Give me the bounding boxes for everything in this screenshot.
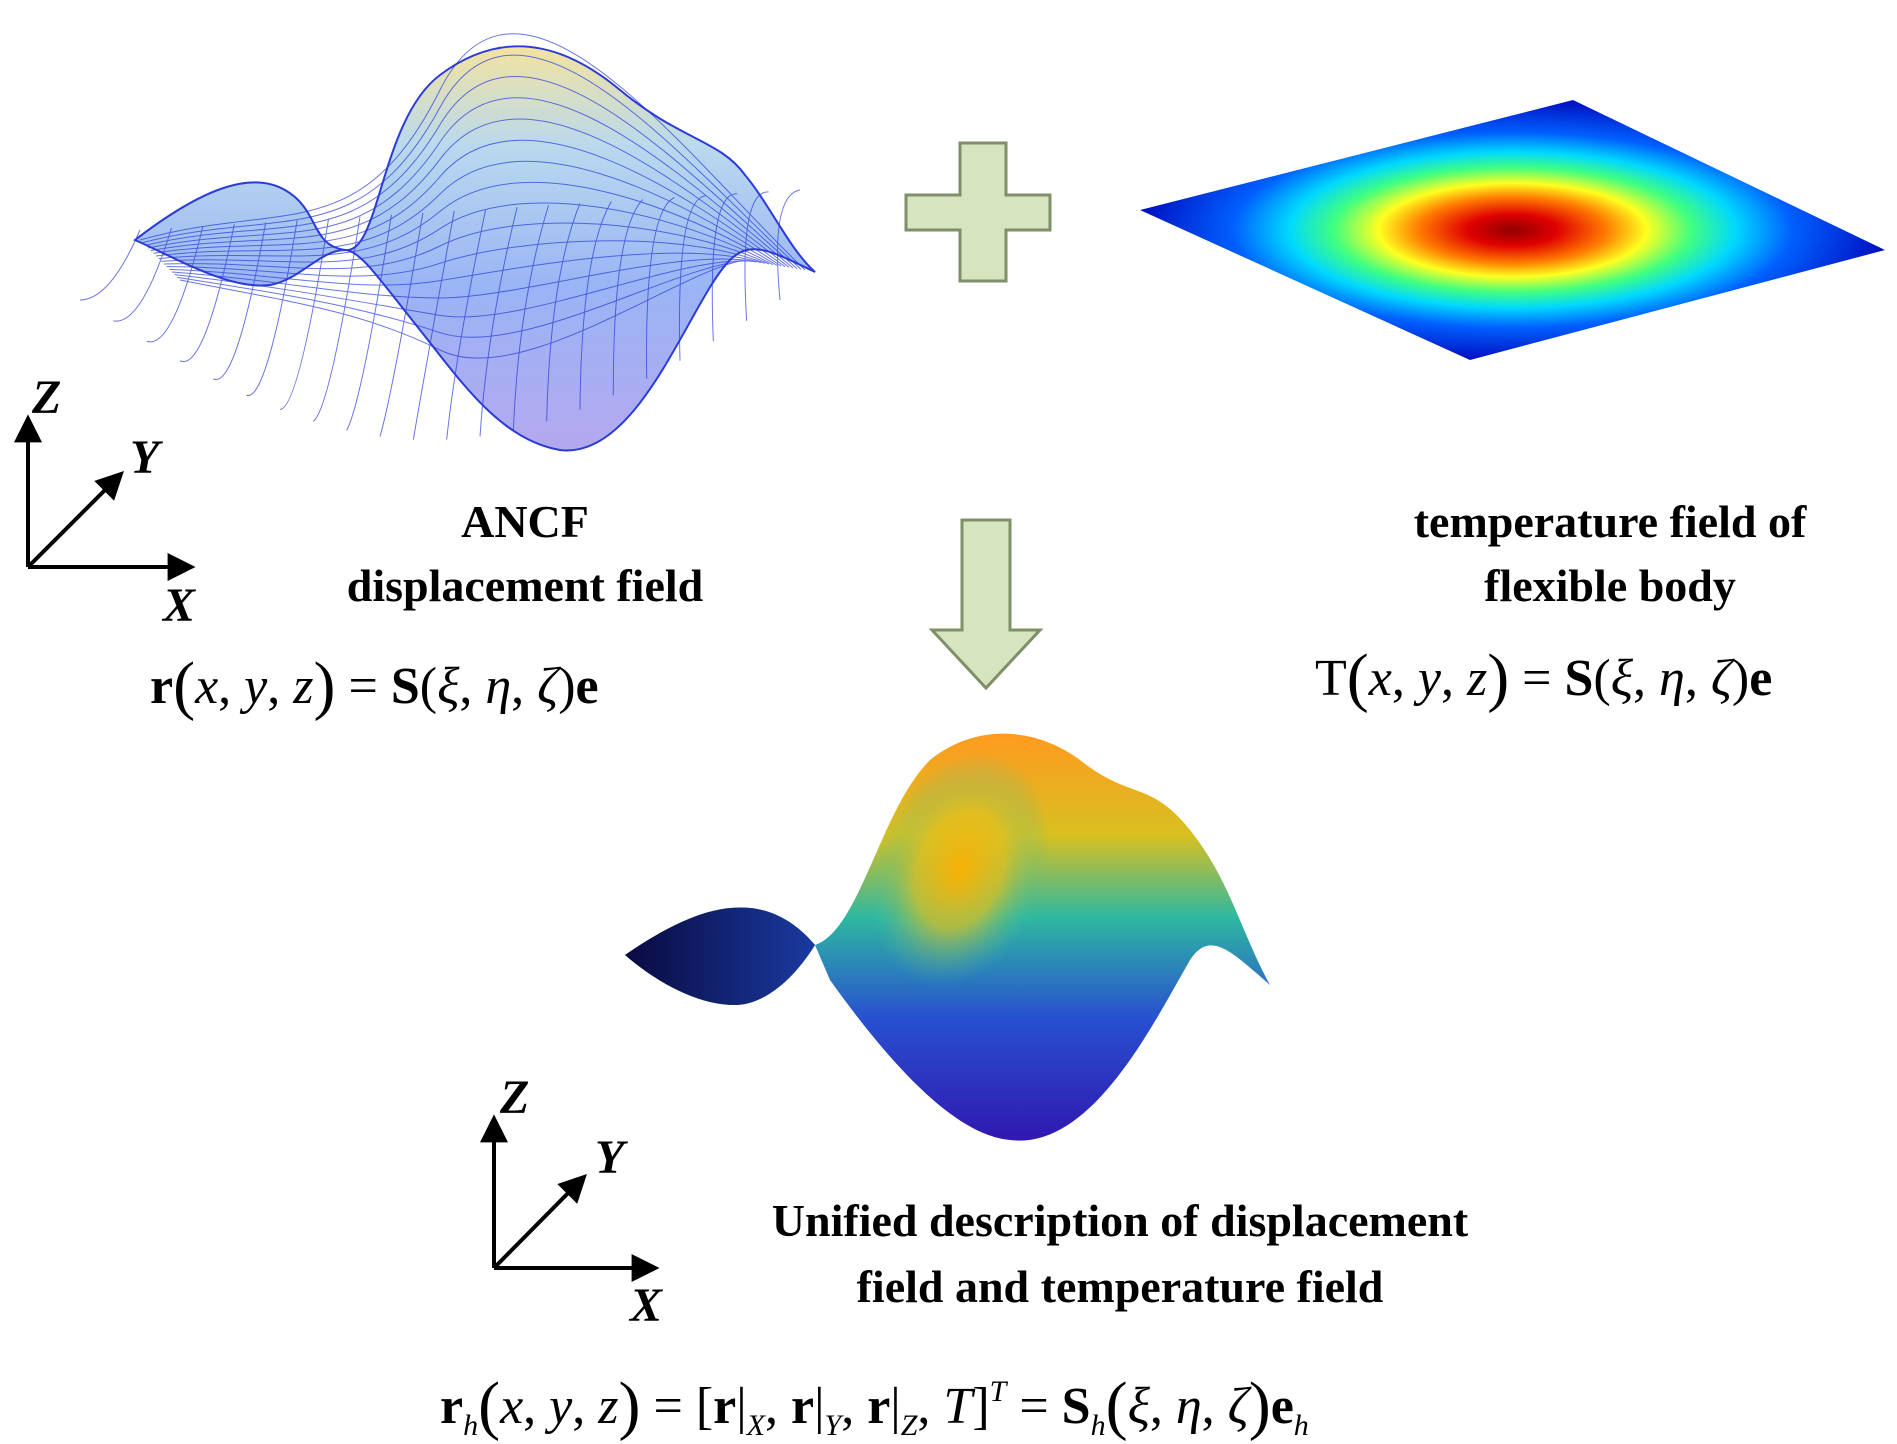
mesh-line	[177, 260, 750, 338]
axis-label-z-bottom: Z	[500, 1071, 530, 1124]
temperature-equation: T(x, y, z) = S(ξ, η, ζ)e	[1315, 641, 1773, 714]
ancf-equation: r(x, y, z) = S(ξ, η, ζ)e	[150, 649, 599, 722]
eq3-zeta: ζ	[1227, 1378, 1249, 1435]
eq2-S: S	[1564, 650, 1594, 707]
eq2-z: z	[1466, 650, 1488, 707]
mesh-line	[142, 54, 802, 270]
eq1-S: S	[390, 658, 420, 715]
plus-sign-icon	[904, 141, 1052, 283]
eq2-y: y	[1417, 650, 1441, 707]
eq3-e: e	[1270, 1378, 1294, 1435]
mesh-line	[612, 199, 644, 396]
mesh-line	[153, 139, 786, 268]
eq3-r: r	[440, 1378, 464, 1435]
down-arrow-icon	[928, 518, 1044, 691]
eq3-r3: r	[791, 1378, 815, 1435]
eq1-z: z	[293, 658, 314, 715]
eq3-r2: r	[713, 1378, 737, 1435]
unified-caption-line1: Unified description of displacement	[771, 1195, 1469, 1246]
mesh-line	[313, 216, 361, 422]
eq3-supT: T	[989, 1375, 1007, 1408]
mesh-line	[163, 222, 770, 270]
mesh-line	[150, 118, 790, 268]
eq1-r: r	[150, 658, 174, 715]
eq3-S: S	[1061, 1378, 1091, 1435]
mesh-line	[169, 252, 762, 286]
eq2-zeta: ζ	[1710, 650, 1732, 707]
eq1-eta: η	[485, 658, 512, 715]
axis-label-z: Z	[32, 371, 62, 424]
mesh-line	[412, 210, 455, 440]
mesh-line	[166, 240, 766, 277]
unified-caption-line2: field and temperature field	[856, 1261, 1384, 1312]
eq2-x: x	[1368, 650, 1392, 707]
temperature-caption-line2: flexible body	[1484, 560, 1736, 611]
eq2-T: T	[1315, 650, 1347, 707]
eq2-xi: ξ	[1610, 650, 1634, 707]
mesh-line	[174, 260, 754, 318]
eq1-x: x	[195, 658, 219, 715]
mesh-line	[346, 214, 392, 431]
ancf-mesh-surface	[79, 33, 816, 452]
mesh-line	[479, 207, 518, 437]
mesh-line	[147, 97, 794, 269]
mesh-line	[79, 229, 141, 301]
ancf-caption: ANCF displacement field	[290, 490, 760, 618]
eq3-r4: r	[867, 1378, 891, 1435]
mesh-line	[161, 202, 774, 266]
mesh-line	[446, 208, 487, 440]
mesh-line	[579, 201, 612, 410]
temperature-caption-line1: temperature field of	[1413, 496, 1807, 547]
axes-triad-bottom	[480, 1114, 660, 1282]
mesh-line	[171, 258, 758, 299]
mesh-line	[379, 212, 424, 437]
mesh-line	[179, 259, 746, 359]
eq2-e: e	[1749, 650, 1773, 707]
eq3-x: x	[500, 1378, 524, 1435]
unified-caption: Unified description of displacement fiel…	[680, 1188, 1560, 1320]
eq3-eta: η	[1175, 1378, 1202, 1435]
temperature-caption: temperature field of flexible body	[1360, 490, 1860, 618]
mesh-line	[711, 193, 738, 342]
mesh-line	[512, 205, 550, 431]
mesh-line	[158, 181, 778, 266]
axis-label-x: X	[163, 579, 196, 632]
mesh-line	[213, 222, 267, 381]
axis-label-y: Y	[130, 431, 160, 484]
unified-equation: rh(x, y, z) = [r|X, r|Y, r|Z, T]T = Sh(ξ…	[440, 1369, 1309, 1442]
eq3-subX: X	[746, 1409, 765, 1442]
axis-label-x-bottom: X	[630, 1279, 663, 1332]
eq3-xi: ξ	[1127, 1378, 1150, 1435]
mesh-line	[145, 75, 798, 270]
eq3-eh: h	[1293, 1409, 1309, 1442]
ancf-caption-line1: ANCF	[461, 496, 589, 547]
eq3-z: z	[598, 1378, 619, 1435]
eq3-T: T	[943, 1378, 973, 1435]
mesh-line	[139, 33, 806, 271]
axes-triad-top	[13, 414, 196, 581]
ancf-caption-line2: displacement field	[346, 560, 704, 611]
mesh-line	[155, 160, 782, 267]
eq1-xi: ξ	[437, 658, 460, 715]
eq1-e: e	[575, 658, 599, 715]
mesh-line	[645, 197, 675, 379]
mesh-line	[777, 189, 801, 301]
eq3-subY: Y	[824, 1409, 842, 1442]
axis-label-y-bottom: Y	[595, 1131, 625, 1184]
eq3-y: y	[549, 1378, 573, 1435]
eq2-eta: η	[1659, 650, 1685, 707]
eq3-subZ: Z	[900, 1409, 918, 1442]
eq1-zeta: ζ	[537, 658, 559, 715]
mesh-line	[546, 203, 581, 422]
eq3-Sh: h	[1090, 1409, 1106, 1442]
temperature-field-plate	[1140, 100, 1885, 360]
eq1-y: y	[244, 658, 268, 715]
mesh-line	[744, 191, 769, 321]
unified-field-surface	[625, 733, 1270, 1141]
eq3-h: h	[463, 1409, 479, 1442]
